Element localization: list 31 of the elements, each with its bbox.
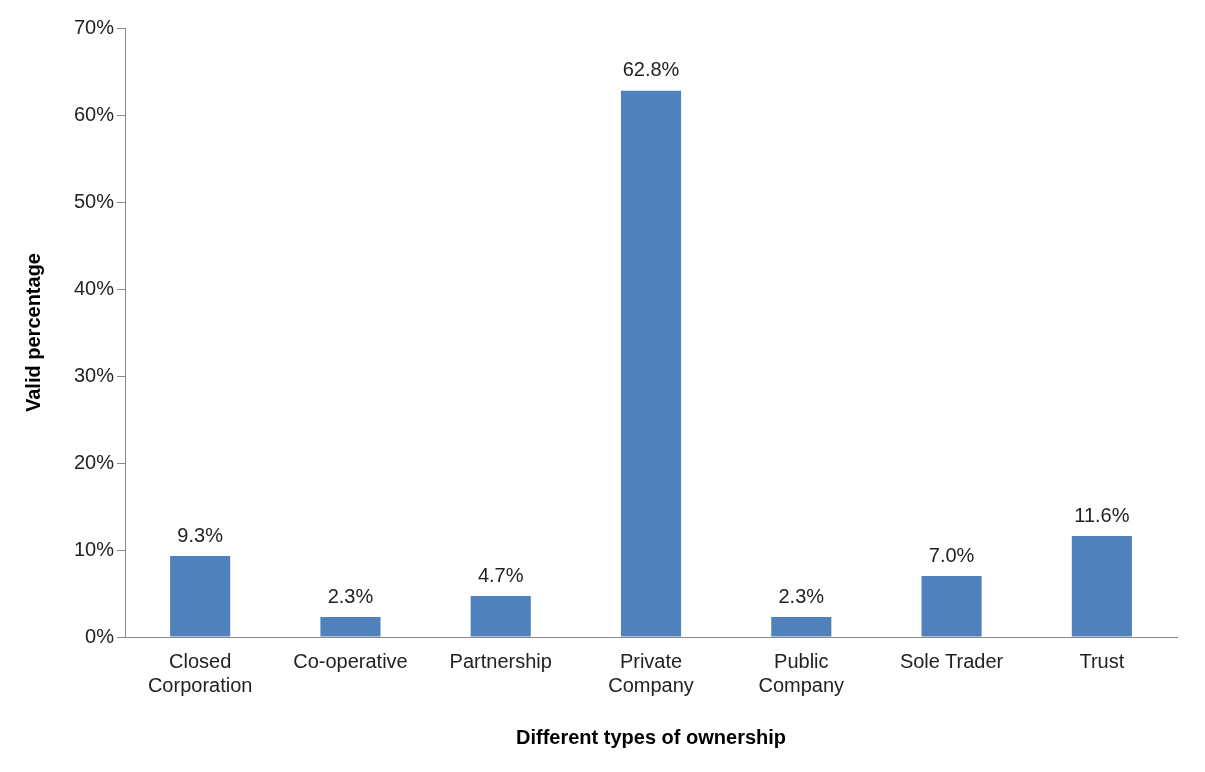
bar bbox=[620, 90, 682, 637]
y-tick-label: 30% bbox=[74, 363, 115, 386]
x-tick-label: Public Company bbox=[758, 649, 845, 696]
y-tick-label: 20% bbox=[74, 450, 115, 473]
y-tick-label: 60% bbox=[74, 102, 115, 125]
y-tick-label: 10% bbox=[74, 537, 115, 560]
data-label: 2.3% bbox=[327, 584, 374, 607]
data-label: 62.8% bbox=[622, 58, 680, 81]
bar bbox=[170, 556, 231, 637]
x-tick-label: Partnership bbox=[449, 649, 552, 672]
bar bbox=[771, 616, 832, 637]
data-label: 2.3% bbox=[778, 584, 825, 607]
bar bbox=[320, 616, 381, 637]
data-label: 7.0% bbox=[928, 543, 975, 566]
y-tick-label: 0% bbox=[85, 624, 115, 647]
x-tick-label: Co-operative bbox=[293, 649, 408, 672]
bar bbox=[921, 576, 982, 637]
bar bbox=[1071, 536, 1132, 637]
data-label: 4.7% bbox=[477, 563, 524, 586]
y-tick-label: 70% bbox=[74, 15, 115, 38]
y-tick-label: 40% bbox=[74, 276, 115, 299]
x-tick-label: Closed Corporation bbox=[147, 649, 253, 696]
bar bbox=[470, 596, 531, 637]
x-tick-label: Sole Trader bbox=[899, 649, 1004, 672]
data-label: 9.3% bbox=[177, 523, 224, 546]
y-tick-label: 50% bbox=[74, 189, 115, 212]
y-axis-title: Valid percentage bbox=[21, 253, 44, 412]
x-tick-label: Private Company bbox=[608, 649, 694, 696]
x-tick-label: Trust bbox=[1079, 649, 1125, 672]
x-axis-title: Different types of ownership bbox=[516, 725, 787, 748]
data-label: 11.6% bbox=[1074, 503, 1130, 526]
